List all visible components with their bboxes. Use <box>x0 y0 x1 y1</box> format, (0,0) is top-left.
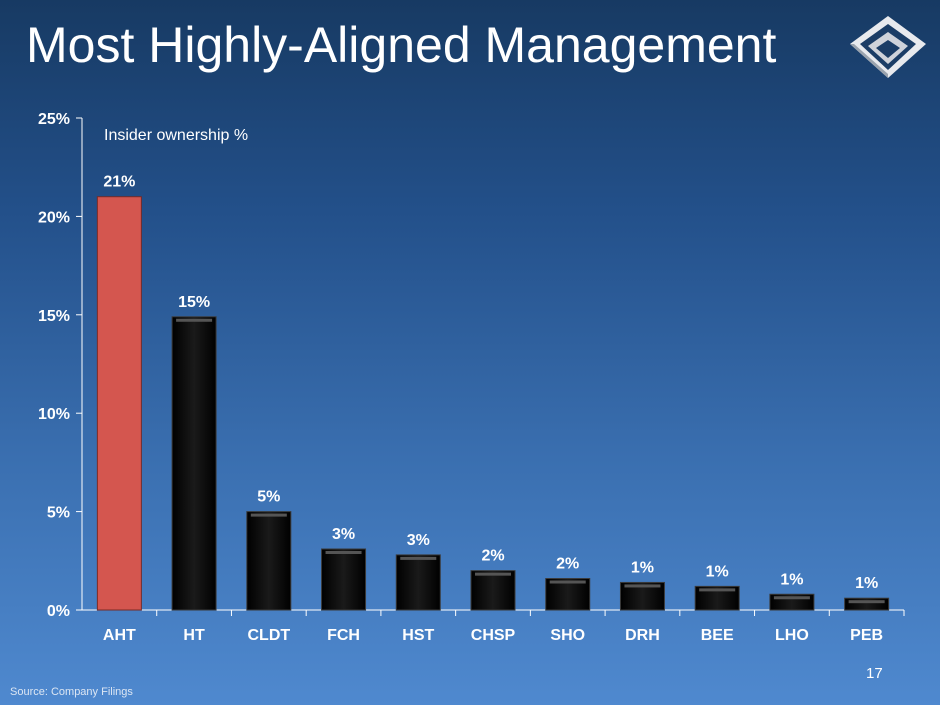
chart-annotation: Insider ownership % <box>104 127 248 144</box>
bar-highlight-edge <box>400 556 437 560</box>
y-tick-label: 10% <box>38 406 70 423</box>
data-label-ht: 15% <box>178 294 210 311</box>
bar-highlight-edge <box>699 588 736 592</box>
data-label-drh: 1% <box>631 559 654 576</box>
bar-highlight-edge <box>325 550 362 554</box>
y-tick-label: 0% <box>47 603 70 620</box>
x-tick-label: BEE <box>701 627 734 644</box>
data-label-cldt: 5% <box>257 489 280 506</box>
bar-hst <box>395 554 441 611</box>
bar-chsp <box>470 570 516 611</box>
bar-highlight-edge <box>549 580 586 584</box>
y-tick-label: 5% <box>47 505 70 522</box>
bar-aht <box>96 196 142 611</box>
y-tick-label: 20% <box>38 209 70 226</box>
x-tick-label: FCH <box>327 627 360 644</box>
data-label-hst: 3% <box>407 532 430 549</box>
x-tick-label: HST <box>402 627 434 644</box>
bar-fch <box>321 548 367 611</box>
slide-title: Most Highly-Aligned Management <box>26 17 777 73</box>
data-label-lho: 1% <box>780 571 803 588</box>
bar-highlight-edge <box>475 572 511 576</box>
x-tick-label: SHO <box>550 627 585 644</box>
x-tick-label: AHT <box>103 627 136 644</box>
bar-ht <box>171 316 217 611</box>
bar-highlight-edge <box>624 584 661 588</box>
data-label-peb: 1% <box>855 575 878 592</box>
data-label-sho: 2% <box>556 556 579 573</box>
data-label-chsp: 2% <box>481 548 504 565</box>
x-tick-label: CLDT <box>247 627 290 644</box>
x-tick-label: DRH <box>625 627 660 644</box>
bar-bee <box>694 585 740 611</box>
data-label-fch: 3% <box>332 526 355 543</box>
bar-cldt <box>246 511 292 611</box>
bar-peb <box>844 597 890 611</box>
x-tick-label: PEB <box>850 627 883 644</box>
bar-highlight-edge <box>250 513 287 517</box>
x-tick-label: HT <box>183 627 205 644</box>
bar-sho <box>545 578 591 611</box>
data-label-bee: 1% <box>706 563 729 580</box>
page-number: 17 <box>866 665 883 682</box>
data-label-aht: 21% <box>103 174 135 191</box>
bar-highlight-edge <box>773 596 810 600</box>
bar-highlight-edge <box>176 318 213 322</box>
company-logo <box>850 16 926 78</box>
y-tick-label: 15% <box>38 308 70 325</box>
y-tick-label: 25% <box>38 111 70 128</box>
x-tick-label: CHSP <box>471 627 516 644</box>
x-tick-label: LHO <box>775 627 809 644</box>
bar-highlight-edge <box>848 600 885 604</box>
source-note: Source: Company Filings <box>10 686 133 698</box>
